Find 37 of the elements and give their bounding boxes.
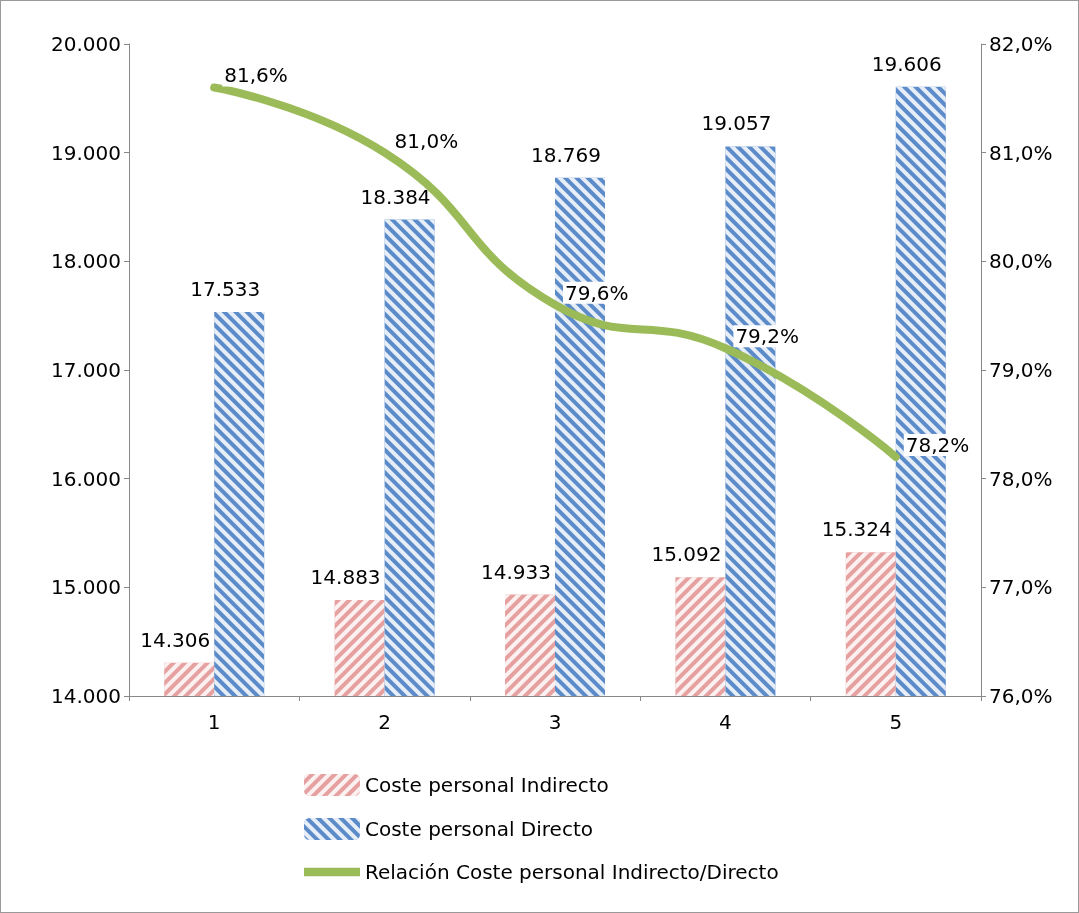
y2-tick-label: 76,0%	[989, 684, 1053, 708]
y2-tick-label: 77,0%	[989, 575, 1053, 600]
y-tick-label: 19.000	[51, 140, 121, 165]
data-label: 14.306	[140, 627, 211, 652]
y-tick-label: 14.000	[51, 684, 121, 708]
legend-label: Relación Coste personal Indirecto/Directo	[365, 860, 779, 884]
legend-label: Coste personal Indirecto	[365, 773, 609, 797]
x-tick-label: 1	[207, 710, 221, 734]
y2-tick-label: 80,0%	[989, 249, 1053, 274]
y-tick-label: 20.000	[51, 32, 121, 56]
data-label: 15.324	[821, 517, 892, 542]
data-label: 79,2%	[735, 324, 799, 349]
data-label: 15.092	[651, 542, 722, 567]
legend-label: Coste personal Directo	[365, 817, 593, 841]
y-tick-label: 18.000	[51, 249, 121, 274]
data-label: 14.883	[310, 565, 381, 590]
data-label: 81,6%	[224, 63, 288, 88]
data-label: 79,6%	[565, 280, 629, 305]
y-tick-label: 16.000	[51, 466, 121, 491]
x-tick-label: 2	[378, 710, 391, 734]
y-tick-label: 15.000	[51, 575, 121, 600]
x-tick-label: 3	[548, 710, 562, 734]
x-tick-label: 5	[889, 710, 903, 734]
y2-tick-label: 79,0%	[989, 358, 1053, 382]
y-tick-label: 17.000	[51, 358, 121, 382]
data-label: 18.384	[360, 184, 431, 209]
y2-tick-label: 78,0%	[989, 466, 1053, 491]
data-label: 78,2%	[905, 432, 970, 457]
data-label: 81,0%	[394, 128, 459, 153]
data-label: 19.606	[871, 51, 942, 76]
x-tick-label: 4	[719, 710, 732, 734]
data-label: 14.933	[481, 559, 551, 584]
data-label: 17.533	[190, 277, 261, 302]
data-label: 19.057	[701, 111, 772, 136]
y2-tick-label: 81,0%	[989, 140, 1053, 165]
data-label: 18.769	[531, 142, 601, 167]
y2-tick-label: 82,0%	[989, 32, 1053, 56]
